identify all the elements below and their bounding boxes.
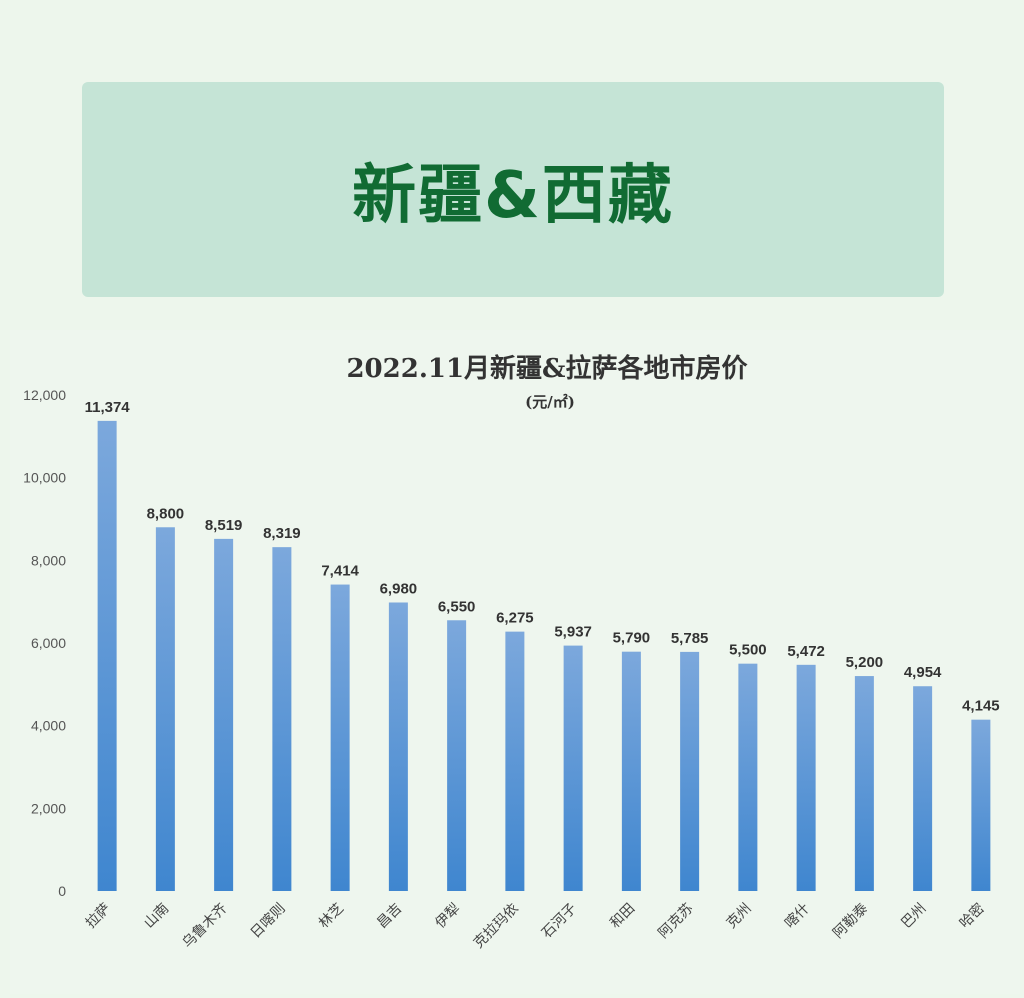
data-label: 11,374 — [85, 399, 131, 416]
x-tick-label: 巴州 — [898, 901, 929, 932]
x-tick-label: 阿勒泰 — [830, 901, 871, 942]
x-tick-label: 克拉玛依 — [471, 901, 522, 952]
data-label: 6,980 — [380, 580, 418, 597]
data-label: 4,954 — [904, 664, 942, 681]
header-banner: 新疆&西藏 — [82, 82, 944, 297]
data-label: 6,275 — [496, 610, 534, 627]
x-tick-label: 阿克苏 — [655, 901, 696, 942]
x-axis: 拉萨 山南 乌鲁木齐 日喀则 林芝 昌吉 伊犁 克拉玛依 石河子 和田 阿克苏 克州 喀什 阿勒泰 巴州 哈密 — [83, 900, 988, 952]
x-tick-label: 哈密 — [956, 900, 988, 932]
data-label: 5,472 — [787, 643, 825, 660]
x-tick-label: 克州 — [724, 901, 755, 932]
y-tick-label: 6,000 — [31, 635, 66, 651]
data-label: 6,550 — [438, 598, 476, 615]
data-labels: 11,374 8,800 8,519 8,319 7,414 6,980 6,550 6,27… — [85, 399, 1000, 715]
bar-12 — [796, 664, 816, 891]
chart-title: 2022.11月新疆&拉萨各地市房价 — [346, 353, 748, 384]
data-label: 7,414 — [321, 563, 359, 580]
data-label: 5,937 — [554, 624, 592, 641]
data-label: 5,785 — [671, 630, 709, 647]
bar-chart: 2022.11月新疆&拉萨各地市房价 (元/㎡) 0 2,000 4,000 6,00… — [23, 353, 1000, 952]
chart-panel: 2022.11月新疆&拉萨各地市房价 (元/㎡) 0 2,000 4,000 6,00… — [10, 330, 1020, 994]
bar-4 — [330, 584, 350, 891]
y-axis: 0 2,000 4,000 6,000 8,000 10,000 12,000 — [23, 387, 66, 899]
x-tick-label: 乌鲁木齐 — [180, 901, 231, 952]
chart-subtitle: (元/㎡) — [525, 393, 575, 411]
y-tick-label: 0 — [58, 883, 66, 899]
x-tick-label: 林芝 — [316, 901, 347, 932]
data-label: 8,519 — [205, 517, 243, 534]
bar-0 — [97, 420, 117, 891]
x-tick-label: 昌吉 — [374, 901, 405, 932]
data-label: 8,319 — [263, 525, 301, 542]
data-label: 5,200 — [846, 654, 884, 671]
x-tick-label: 伊犁 — [432, 901, 463, 932]
bar-10 — [680, 651, 700, 891]
data-label: 5,500 — [729, 642, 767, 659]
x-tick-label: 山南 — [141, 901, 172, 932]
bar-6 — [447, 620, 467, 891]
bar-5 — [388, 602, 408, 891]
x-tick-label: 拉萨 — [83, 901, 114, 932]
y-tick-label: 2,000 — [31, 800, 66, 816]
y-tick-label: 4,000 — [31, 718, 66, 734]
bar-14 — [913, 686, 933, 891]
bar-11 — [738, 663, 758, 891]
bar-15 — [971, 719, 991, 891]
data-label: 4,145 — [962, 698, 1000, 715]
x-tick-label: 石河子 — [539, 901, 580, 942]
banner-title: 新疆&西藏 — [352, 158, 674, 233]
bar-1 — [155, 527, 175, 891]
bar-9 — [621, 651, 641, 891]
bar-13 — [854, 676, 874, 891]
data-label: 8,800 — [147, 505, 185, 522]
y-tick-label: 10,000 — [23, 470, 66, 486]
x-tick-label: 喀什 — [782, 901, 813, 932]
bar-2 — [214, 538, 234, 891]
x-tick-label: 日喀则 — [248, 901, 289, 942]
bar-7 — [505, 631, 525, 891]
y-tick-label: 12,000 — [23, 387, 66, 403]
y-tick-label: 8,000 — [31, 552, 66, 568]
bar-8 — [563, 645, 583, 891]
bars — [97, 420, 991, 891]
bar-3 — [272, 547, 292, 891]
data-label: 5,790 — [613, 630, 651, 647]
x-tick-label: 和田 — [607, 901, 638, 932]
